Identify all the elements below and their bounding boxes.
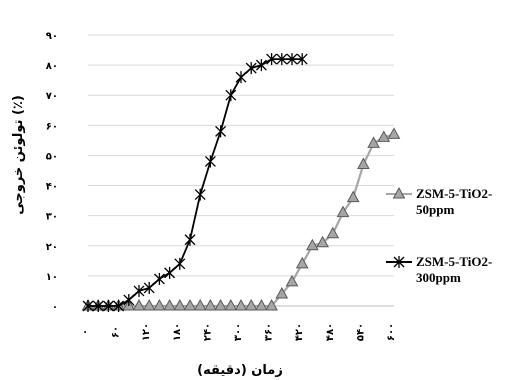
x-tick-label: ۶۰	[111, 326, 122, 338]
data-point	[144, 282, 154, 294]
legend-label: ZSM-5-TiO2-300ppm	[416, 254, 492, 285]
x-tick-label: ۱۲۰	[141, 323, 152, 341]
x-tick-label: ۳۰۰	[233, 323, 244, 341]
y-tick-label: ۰	[52, 302, 58, 313]
x-axis-title: زمان (دقیقه)	[197, 363, 283, 378]
data-point	[205, 155, 215, 167]
series-line	[88, 59, 302, 306]
data-point	[175, 258, 185, 270]
x-tick-label: ۰	[80, 329, 91, 335]
x-tick-label: ۱۸۰	[172, 323, 183, 341]
data-point	[165, 267, 175, 279]
data-point	[327, 228, 338, 238]
y-axis-title: تولوئن خروجی (٪)	[11, 95, 26, 215]
x-tick-label: ۴۸۰	[325, 323, 336, 341]
series	[83, 53, 400, 312]
data-point	[134, 285, 144, 297]
series-line	[88, 134, 394, 306]
data-point	[348, 192, 359, 202]
legend-label: ZSM-5-TiO2-50ppm	[416, 186, 492, 217]
x-tick-label: ۲۴۰	[202, 323, 213, 341]
data-point	[297, 258, 308, 268]
x-tick-label: ۶۰۰	[386, 323, 397, 341]
legend: ZSM-5-TiO2-50ppm ZSM-5-TiO2-300ppm	[386, 186, 492, 285]
series-2	[83, 53, 307, 312]
y-tick-label: ۳۰	[46, 212, 58, 223]
data-point	[216, 125, 226, 137]
data-point	[154, 273, 164, 285]
data-point	[287, 276, 298, 286]
data-point	[236, 71, 246, 83]
data-point	[246, 62, 256, 74]
y-tick-label: ۶۰	[46, 121, 58, 132]
y-tick-label: ۱۰	[46, 272, 58, 283]
y-tick-label: ۵۰	[46, 151, 58, 162]
legend-item: ZSM-5-TiO2-300ppm	[386, 254, 492, 285]
x-tick-label: ۴۲۰	[294, 323, 305, 341]
y-tick-label: ۹۰	[46, 31, 58, 42]
legend-item: ZSM-5-TiO2-50ppm	[386, 186, 492, 217]
data-point	[358, 158, 369, 168]
y-tick-label: ۸۰	[46, 61, 58, 72]
data-point	[185, 234, 195, 246]
y-tick-label: ۷۰	[46, 91, 58, 102]
x-tick-label: ۳۶۰	[264, 323, 275, 341]
data-point	[389, 128, 400, 138]
y-tick-label: ۴۰	[46, 182, 58, 193]
data-point	[124, 294, 134, 306]
data-point	[195, 189, 205, 201]
x-tick-label: ۵۴۰	[355, 323, 366, 341]
y-tick-label: ۲۰	[46, 242, 58, 253]
y-tick-labels: ۰ ۱۰ ۲۰ ۳۰ ۴۰ ۵۰ ۶۰ ۷۰ ۸۰ ۹۰	[46, 31, 58, 313]
x-tick-labels: ۰ ۶۰ ۱۲۰ ۱۸۰ ۲۴۰ ۳۰۰ ۳۶۰ ۴۲۰ ۴۸۰ ۵۴۰ ۶۰۰	[80, 323, 397, 341]
